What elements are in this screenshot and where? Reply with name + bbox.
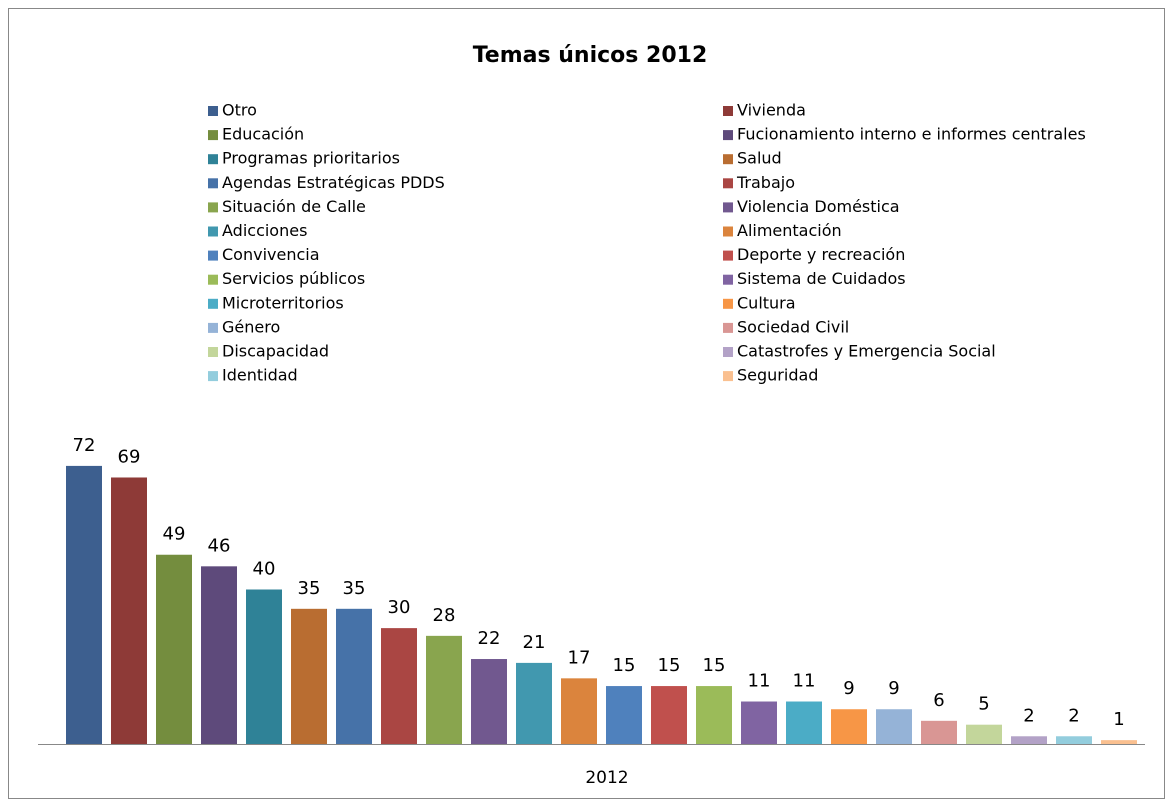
bar <box>741 701 777 744</box>
bar <box>1101 740 1137 744</box>
legend-label: Seguridad <box>737 366 818 385</box>
legend-swatch <box>723 178 733 189</box>
bar <box>921 720 957 744</box>
legend-label: Servicios públicos <box>222 269 365 288</box>
legend-label: Fucionamiento interno e informes central… <box>737 125 1086 144</box>
legend-label: Género <box>222 317 280 336</box>
value-label: 40 <box>253 559 276 580</box>
legend-swatch <box>208 226 218 237</box>
legend-swatch <box>723 226 733 237</box>
legend-label: Agendas Estratégicas PDDS <box>222 173 445 192</box>
legend-swatch <box>208 154 218 165</box>
value-label: 2 <box>1068 705 1079 726</box>
legend-swatch <box>208 347 218 357</box>
legend-swatch <box>723 202 733 213</box>
chart-title: Temas únicos 2012 <box>473 43 708 68</box>
value-label: 35 <box>298 578 321 599</box>
value-label: 9 <box>888 678 899 699</box>
bar <box>1056 736 1092 744</box>
value-label: 69 <box>118 446 141 467</box>
legend-label: Trabajo <box>736 173 795 192</box>
value-label: 35 <box>343 578 366 599</box>
legend-swatch <box>208 106 218 116</box>
legend-label: Identidad <box>222 366 298 385</box>
legend-swatch <box>723 371 733 382</box>
bar <box>651 686 687 744</box>
bar <box>291 608 327 744</box>
value-label: 2 <box>1023 705 1034 726</box>
legend-swatch <box>723 274 733 285</box>
bar <box>381 628 417 744</box>
bar <box>786 701 822 744</box>
legend-label: Salud <box>737 149 782 168</box>
bar <box>516 662 552 744</box>
legend-label: Programas prioritarios <box>222 149 400 168</box>
legend-label: Vivienda <box>737 101 806 120</box>
legend-swatch <box>723 347 733 357</box>
bar <box>111 477 147 744</box>
bar <box>336 608 372 744</box>
legend-swatch <box>208 202 218 213</box>
legend-swatch <box>208 371 218 382</box>
value-label: 9 <box>843 678 854 699</box>
legend-label: Sistema de Cuidados <box>737 269 906 288</box>
value-label: 11 <box>748 671 771 692</box>
legend-label: Adicciones <box>222 221 307 240</box>
legend-label: Microterritorios <box>222 293 344 312</box>
value-label: 15 <box>703 655 726 676</box>
value-label: 1 <box>1113 709 1124 730</box>
legend-swatch <box>208 130 218 141</box>
legend-label: Deporte y recreación <box>737 245 905 264</box>
value-label: 6 <box>933 690 944 711</box>
legend-label: Situación de Calle <box>222 197 366 216</box>
value-label: 17 <box>568 647 591 668</box>
value-label: 21 <box>523 632 546 653</box>
value-label: 28 <box>433 605 456 626</box>
bar <box>156 554 192 744</box>
legend-swatch <box>723 154 733 165</box>
legend-swatch <box>208 178 218 189</box>
value-label: 72 <box>73 435 96 456</box>
value-label: 5 <box>978 694 989 715</box>
legend-label: Catastrofes y Emergencia Social <box>737 342 996 361</box>
bar <box>1011 736 1047 744</box>
value-label: 22 <box>478 628 501 649</box>
bar <box>201 566 237 744</box>
bar <box>426 635 462 744</box>
bar <box>696 686 732 744</box>
bar <box>831 709 867 744</box>
legend-swatch <box>208 322 218 333</box>
legend-swatch <box>723 130 733 141</box>
legend-label: Alimentación <box>737 221 842 240</box>
value-label: 46 <box>208 535 231 556</box>
bar <box>471 659 507 744</box>
value-label: 15 <box>658 655 681 676</box>
legend-label: Sociedad Civil <box>737 317 849 336</box>
value-label: 15 <box>613 655 636 676</box>
legend-swatch <box>208 298 218 309</box>
bar <box>246 589 282 744</box>
value-label: 30 <box>388 597 411 618</box>
bar <box>66 465 102 744</box>
legend-label: Otro <box>222 101 257 120</box>
legend-swatch <box>723 250 733 261</box>
bar <box>561 678 597 744</box>
legend-swatch <box>723 298 733 309</box>
x-tick-label: 2012 <box>585 768 628 788</box>
legend-swatch <box>723 322 733 333</box>
bar <box>966 724 1002 744</box>
legend-label: Educación <box>222 125 304 144</box>
legend-label: Convivencia <box>222 245 320 264</box>
legend-label: Cultura <box>737 293 796 312</box>
legend-swatch <box>723 106 733 116</box>
legend-swatch <box>208 250 218 261</box>
value-label: 49 <box>163 524 186 545</box>
bar <box>606 686 642 744</box>
bar <box>876 709 912 744</box>
legend-label: Violencia Doméstica <box>737 197 900 216</box>
legend-swatch <box>208 274 218 285</box>
value-label: 11 <box>793 671 816 692</box>
legend-label: Discapacidad <box>222 342 329 361</box>
